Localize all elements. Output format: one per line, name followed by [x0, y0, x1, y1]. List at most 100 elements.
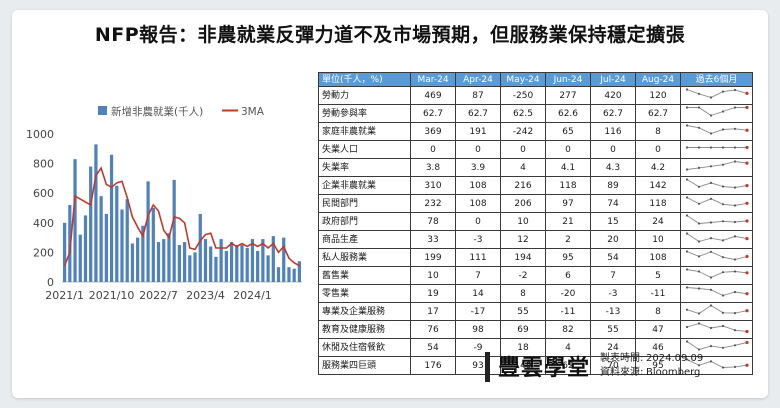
- page-title: NFP報告：非農就業反彈力道不及市場預期，但服務業保持穩定擴張: [94, 24, 686, 46]
- sparkline-point: [733, 291, 737, 294]
- footer-meta: 製表時間: 2024.09.09 資料來源: Bloomberg: [600, 352, 703, 380]
- sparkline-point: [685, 308, 689, 311]
- row-value: 0: [500, 140, 546, 160]
- x-tick-label: 2024/1: [233, 289, 272, 302]
- row-value: 10: [635, 230, 681, 250]
- sparkline-path: [686, 341, 748, 351]
- row-value: 0: [635, 140, 681, 160]
- source-value: Bloomberg: [646, 367, 701, 378]
- sparkline-cell: [680, 194, 753, 214]
- table-row: 休閒及住宿餐飲 54 -9 18 4 24 46: [318, 338, 753, 358]
- sparkline-point: [697, 185, 701, 189]
- row-value: 10: [500, 212, 546, 232]
- x-tick-label: 2022/7: [139, 289, 178, 302]
- row-value: 118: [545, 176, 591, 196]
- bar: [99, 196, 103, 282]
- sparkline-point: [709, 276, 713, 279]
- row-value: -17: [455, 302, 501, 322]
- row-label: 舊售業: [318, 266, 411, 286]
- row-value: -20: [545, 284, 591, 304]
- sparkline-point: [685, 214, 689, 217]
- row-value: 82: [545, 320, 591, 340]
- row-value: 194: [500, 248, 546, 268]
- sparkline-path: [686, 89, 748, 99]
- bar: [151, 208, 155, 282]
- row-value: 420: [590, 86, 636, 106]
- sparkline-point: [709, 360, 713, 363]
- row-value: 469: [410, 86, 456, 106]
- row-value: 62.6: [545, 104, 591, 124]
- header-unit: 單位(千人，%): [318, 71, 411, 88]
- header-month: Mar-24: [410, 71, 456, 88]
- sparkline-point: [697, 92, 701, 96]
- sparkline-point: [685, 250, 689, 253]
- sparkline-point: [721, 163, 725, 166]
- sparkline-cell: [680, 212, 753, 232]
- table-row: 政府部門 78 0 10 21 15 24: [318, 212, 753, 232]
- sparkline-point: [685, 340, 689, 343]
- sparkline-point: [745, 341, 749, 345]
- sparkline-point: [733, 270, 737, 273]
- sparkline-path: [686, 287, 748, 297]
- sparkline-path: [686, 269, 748, 279]
- sparkline-point: [733, 329, 737, 332]
- table-row: 企業非農就業 310 108 216 118 89 142: [318, 176, 753, 196]
- row-value: 3.8: [410, 158, 456, 178]
- sparkline: [685, 250, 749, 261]
- nfp-table: 單位(千人，%) Mar-24 Apr-24 May-24 Jun-24 Jul-24 Au…: [318, 71, 753, 376]
- sparkline-point: [745, 106, 749, 110]
- bar: [256, 250, 260, 282]
- sparkline-point: [709, 345, 713, 348]
- bar: [141, 225, 145, 282]
- row-value: 206: [500, 194, 546, 214]
- row-value: 14: [455, 284, 501, 304]
- sparkline-point: [721, 146, 725, 149]
- sparkline-point: [745, 309, 749, 313]
- row-value: 15: [590, 212, 636, 232]
- sparkline: [685, 106, 749, 117]
- table-row: 失業人口 0 0 0 0 0 0: [318, 140, 753, 160]
- nfp-chart: 0 200 400 600 800 1000 2021/1 2021/10 2022/7 2023…: [26, 105, 302, 302]
- sparkline: [685, 286, 749, 297]
- row-value: 4.3: [590, 158, 636, 178]
- bar: [209, 246, 213, 282]
- row-label: 專業及企業服務: [318, 302, 411, 322]
- bar: [83, 215, 88, 282]
- table-row: 商品生產 33 -3 12 2 20 10: [318, 230, 753, 250]
- sparkline-cell: [680, 248, 753, 268]
- row-value: 0: [545, 140, 591, 160]
- sparkline-point: [697, 255, 701, 258]
- sparkline-point: [685, 358, 689, 361]
- header-month: May-24: [500, 71, 546, 88]
- row-value: 62.7: [590, 104, 636, 124]
- sparkline-point: [745, 201, 749, 206]
- ma3-line: [63, 166, 300, 267]
- sparkline-point: [745, 237, 749, 241]
- sparkline-point: [721, 239, 725, 242]
- sparkline-point: [721, 256, 725, 259]
- row-value: 7: [590, 266, 636, 286]
- bar: [261, 239, 265, 282]
- bar: [162, 239, 166, 282]
- y-tick-label: 0: [47, 276, 54, 289]
- sparkline-cell: [680, 302, 753, 322]
- table-row: 私人服務業 199 111 194 95 54 108: [318, 248, 753, 268]
- sparkline-point: [733, 235, 737, 238]
- sparkline-point: [685, 196, 689, 199]
- bar: [297, 261, 302, 282]
- row-value: 95: [545, 248, 591, 268]
- sparkline-point: [733, 106, 737, 109]
- row-value: 216: [500, 176, 546, 196]
- sparkline-point: [709, 181, 713, 185]
- sparkline-path: [686, 233, 748, 243]
- sparkline-cell: [680, 266, 753, 286]
- row-value: 55: [590, 320, 636, 340]
- bar: [198, 213, 202, 282]
- sparkline-point: [685, 124, 689, 127]
- sparkline-point: [697, 322, 701, 325]
- sparkline: [685, 322, 749, 334]
- x-tick-label: 2021/10: [89, 289, 135, 302]
- row-value: 369: [410, 122, 456, 142]
- sparkline: [685, 268, 749, 279]
- bar: [182, 242, 187, 282]
